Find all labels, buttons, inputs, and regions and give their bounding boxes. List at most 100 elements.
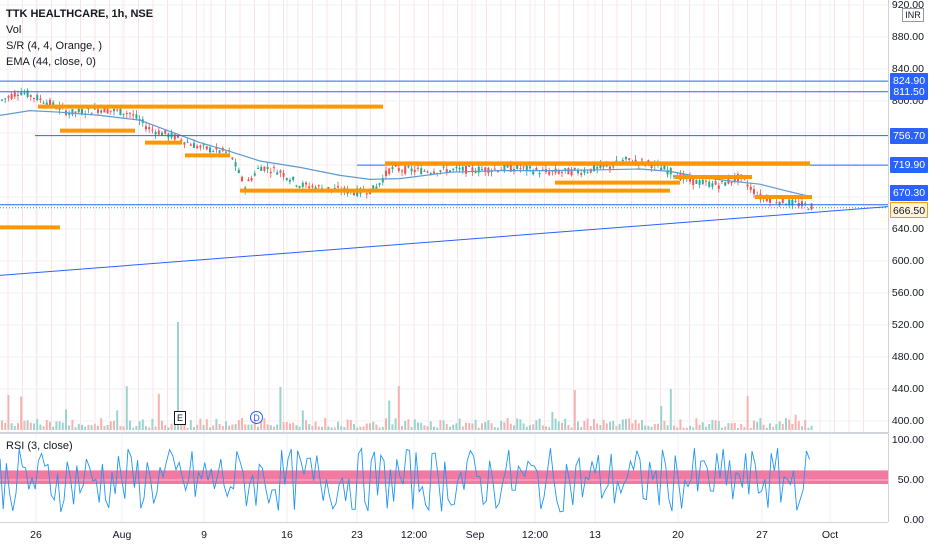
candle-body bbox=[775, 201, 778, 203]
candle-body bbox=[23, 92, 26, 94]
legend-volume[interactable]: Vol bbox=[6, 24, 22, 36]
candle-body bbox=[599, 164, 602, 169]
volume-bar bbox=[618, 423, 621, 430]
volume-bar bbox=[90, 425, 93, 430]
volume-bar bbox=[26, 420, 29, 430]
volume-bar bbox=[125, 386, 128, 430]
volume-bar bbox=[314, 421, 317, 430]
candle-body bbox=[353, 192, 355, 196]
rsi-legend[interactable]: RSI (3, close) bbox=[6, 440, 73, 452]
candle-body bbox=[577, 170, 579, 174]
candle-body bbox=[778, 201, 781, 205]
volume-bar bbox=[577, 421, 579, 430]
volume-bar bbox=[340, 426, 343, 430]
volume-bar bbox=[487, 420, 490, 430]
volume-bar bbox=[612, 420, 615, 430]
volume-bar bbox=[743, 427, 746, 430]
candle-body bbox=[378, 183, 381, 185]
candle-body bbox=[212, 151, 215, 153]
volume-bar bbox=[471, 423, 474, 430]
price-pane[interactable] bbox=[0, 0, 889, 432]
volume-bar bbox=[708, 424, 711, 430]
rsi-chart[interactable] bbox=[0, 434, 888, 522]
candle-body bbox=[241, 176, 243, 182]
candle-body bbox=[129, 112, 131, 114]
volume-bar bbox=[385, 418, 387, 430]
volume-bar bbox=[583, 420, 586, 430]
candle-body bbox=[269, 171, 272, 174]
volume-bar bbox=[42, 426, 45, 430]
volume-bar bbox=[602, 419, 605, 430]
volume-bar bbox=[161, 420, 163, 430]
volume-bar bbox=[276, 424, 279, 430]
rsi-pane[interactable] bbox=[0, 434, 888, 522]
volume-bar bbox=[177, 322, 179, 430]
candle-body bbox=[391, 167, 394, 170]
price-chart[interactable] bbox=[0, 0, 889, 432]
volume-bar bbox=[410, 426, 413, 430]
candle-body bbox=[273, 167, 275, 169]
legend-support-resistance[interactable]: S/R (4, 4, Orange, ) bbox=[6, 40, 102, 52]
volume-bar bbox=[490, 423, 493, 430]
candle-body bbox=[218, 150, 221, 153]
legend-symbol-title[interactable]: TTK HEALTHCARE, 1h, NSE bbox=[6, 8, 154, 20]
candle-body bbox=[33, 97, 35, 99]
volume-bar bbox=[212, 425, 215, 430]
dividend-marker[interactable]: D bbox=[250, 411, 263, 424]
volume-bar bbox=[321, 426, 323, 430]
volume-bar bbox=[775, 424, 778, 430]
volume-bar bbox=[141, 419, 144, 430]
volume-bar bbox=[535, 420, 538, 430]
candle-body bbox=[266, 167, 269, 169]
candle-body bbox=[532, 171, 535, 175]
volume-bar bbox=[202, 424, 205, 430]
candle-body bbox=[765, 198, 768, 202]
volume-bar bbox=[407, 419, 410, 430]
candle-body bbox=[36, 94, 39, 101]
candle-body bbox=[151, 129, 154, 131]
volume-bar bbox=[513, 425, 515, 430]
candle-body bbox=[154, 131, 157, 135]
candle-body bbox=[695, 179, 698, 184]
volume-bar bbox=[631, 423, 634, 430]
time-axis-tick: 12:00 bbox=[521, 529, 549, 541]
candle-body bbox=[372, 185, 375, 191]
volume-bar bbox=[404, 421, 407, 430]
volume-bar bbox=[433, 426, 435, 430]
candle-body bbox=[161, 132, 163, 136]
volume-bar bbox=[394, 418, 397, 430]
volume-bar bbox=[196, 424, 199, 430]
candle-body bbox=[13, 92, 16, 97]
candle-body bbox=[429, 173, 432, 175]
volume-bar bbox=[599, 425, 602, 430]
candle-body bbox=[397, 168, 400, 172]
candle-body bbox=[708, 181, 711, 187]
candle-body bbox=[237, 169, 240, 174]
volume-bar bbox=[170, 423, 173, 430]
volume-bar bbox=[231, 424, 234, 430]
candle-body bbox=[625, 156, 627, 160]
pane-separator[interactable] bbox=[0, 432, 888, 434]
candle-body bbox=[173, 134, 176, 140]
candle-body bbox=[263, 166, 266, 171]
volume-bar bbox=[804, 420, 807, 430]
volume-bar bbox=[647, 425, 650, 430]
candle-body bbox=[477, 166, 480, 173]
volume-bar bbox=[676, 427, 679, 430]
candle-body bbox=[506, 165, 509, 168]
volume-bar bbox=[330, 427, 333, 430]
candle-body bbox=[125, 113, 128, 115]
candle-body bbox=[74, 111, 77, 113]
candle-body bbox=[276, 172, 279, 175]
candle-body bbox=[215, 147, 218, 150]
candle-body bbox=[365, 193, 368, 195]
legend-ema[interactable]: EMA (44, close, 0) bbox=[6, 56, 96, 68]
earnings-marker[interactable]: E bbox=[174, 411, 186, 425]
time-axis[interactable]: 26 Aug 9 16 23 12:00 Sep 12:00 13 20 27 Oct bbox=[0, 522, 888, 550]
volume-bar bbox=[292, 422, 295, 430]
volume-bar bbox=[359, 426, 362, 430]
volume-bar bbox=[762, 424, 765, 430]
volume-bar bbox=[759, 418, 762, 430]
volume-bar bbox=[541, 425, 544, 430]
candle-body bbox=[452, 168, 455, 170]
